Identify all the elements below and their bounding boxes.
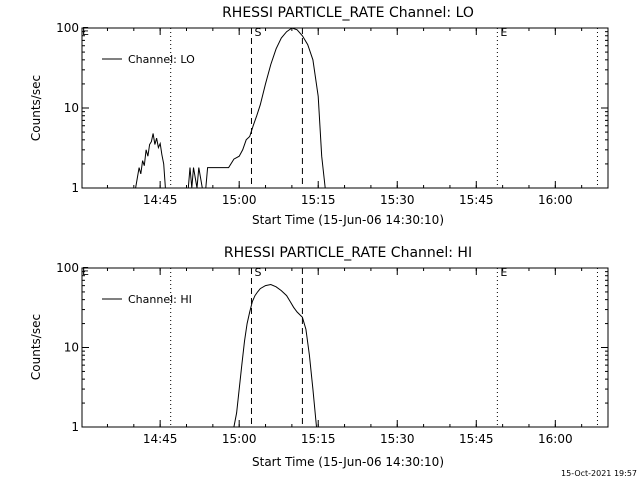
x-tick-label: 14:45 bbox=[143, 193, 178, 207]
marker-label: S bbox=[254, 266, 261, 279]
x-tick-label: 16:00 bbox=[538, 193, 573, 207]
legend-entry: Channel: LO bbox=[128, 53, 195, 66]
y-tick-label: 100 bbox=[56, 21, 79, 35]
series-line bbox=[135, 27, 326, 189]
x-tick-label: 15:15 bbox=[301, 432, 336, 446]
panel-hi: RHESSI PARTICLE_RATE Channel: HI Start T… bbox=[29, 245, 609, 469]
y-tick-label: 100 bbox=[56, 261, 79, 275]
x-tick-label: 15:15 bbox=[301, 193, 336, 207]
marker-label: S bbox=[254, 26, 261, 39]
x-tick-label: 15:45 bbox=[459, 432, 494, 446]
x-tick-label: 16:00 bbox=[538, 432, 573, 446]
corner-marker-label: E bbox=[82, 25, 89, 38]
legend: Channel: LO bbox=[102, 53, 195, 66]
y-tick-label: 1 bbox=[71, 420, 79, 434]
marker-label: E bbox=[500, 26, 507, 39]
panel-lo: RHESSI PARTICLE_RATE Channel: LO Start T… bbox=[29, 5, 609, 227]
marker-label: E bbox=[500, 266, 507, 279]
y-tick-label: 10 bbox=[64, 341, 79, 355]
footer-timestamp: 15-Oct-2021 19:57 bbox=[561, 469, 637, 478]
y-tick-label: 10 bbox=[64, 101, 79, 115]
panel-title: RHESSI PARTICLE_RATE Channel: LO bbox=[222, 5, 474, 21]
x-tick-label: 15:30 bbox=[380, 193, 415, 207]
y-tick-label: 1 bbox=[71, 181, 79, 195]
y-axis-label: Counts/sec bbox=[29, 75, 43, 141]
x-tick-label: 14:45 bbox=[143, 432, 178, 446]
x-tick-label: 15:00 bbox=[222, 193, 257, 207]
corner-marker-label: E bbox=[82, 265, 89, 278]
legend: Channel: HI bbox=[102, 293, 192, 306]
x-tick-label: 15:45 bbox=[459, 193, 494, 207]
x-axis-label: Start Time (15-Jun-06 14:30:10) bbox=[252, 455, 444, 469]
panel-title: RHESSI PARTICLE_RATE Channel: HI bbox=[224, 245, 472, 261]
x-axis-label: Start Time (15-Jun-06 14:30:10) bbox=[252, 213, 444, 227]
y-axis-label: Counts/sec bbox=[29, 314, 43, 380]
legend-entry: Channel: HI bbox=[128, 293, 192, 306]
x-tick-label: 15:00 bbox=[222, 432, 257, 446]
x-tick-label: 15:30 bbox=[380, 432, 415, 446]
series-line bbox=[233, 283, 317, 428]
